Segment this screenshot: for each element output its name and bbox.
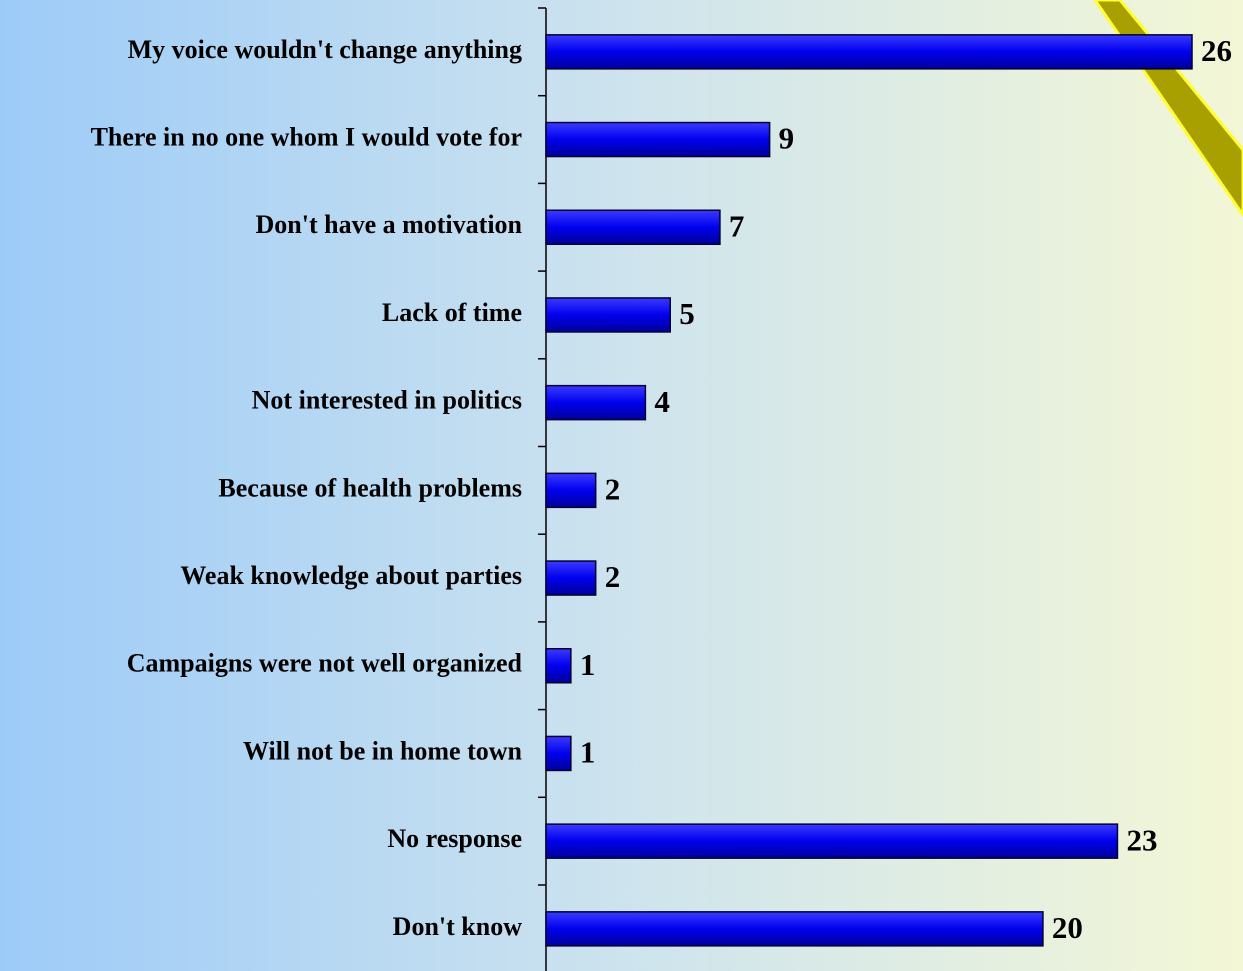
category-label: Campaigns were not well organized: [127, 649, 523, 678]
category-label: Weak knowledge about parties: [180, 561, 522, 590]
bar: [545, 209, 721, 245]
value-label: 26: [1201, 33, 1232, 68]
value-label: 1: [580, 647, 596, 682]
category-label: My voice wouldn't change anything: [128, 35, 522, 64]
value-label: 20: [1052, 910, 1083, 945]
category-label: Don't have a motivation: [256, 210, 523, 239]
bar: [545, 384, 647, 421]
value-label: 4: [654, 384, 670, 419]
category-label: There in no one whom I would vote for: [91, 123, 522, 152]
value-label: 9: [779, 121, 795, 156]
bar: [545, 735, 572, 772]
value-label: 5: [679, 296, 695, 331]
category-label: Will not be in home town: [243, 736, 523, 765]
bar: [545, 823, 1119, 859]
value-label: 23: [1126, 822, 1157, 857]
bar: [545, 911, 1044, 947]
bar: [545, 297, 671, 333]
category-label: Lack of time: [382, 298, 522, 327]
category-label: Because of health problems: [218, 473, 522, 502]
value-label: 2: [605, 471, 621, 506]
category-label: Don't know: [393, 912, 523, 941]
category-label: No response: [387, 824, 522, 853]
category-label: Not interested in politics: [252, 386, 522, 415]
value-label: 7: [729, 208, 745, 243]
bar: [545, 472, 597, 509]
value-label: 2: [605, 559, 621, 594]
bar: [545, 648, 572, 684]
value-label: 1: [580, 735, 596, 770]
bar: [545, 121, 771, 158]
bar: [545, 34, 1193, 70]
bar: [545, 560, 597, 596]
